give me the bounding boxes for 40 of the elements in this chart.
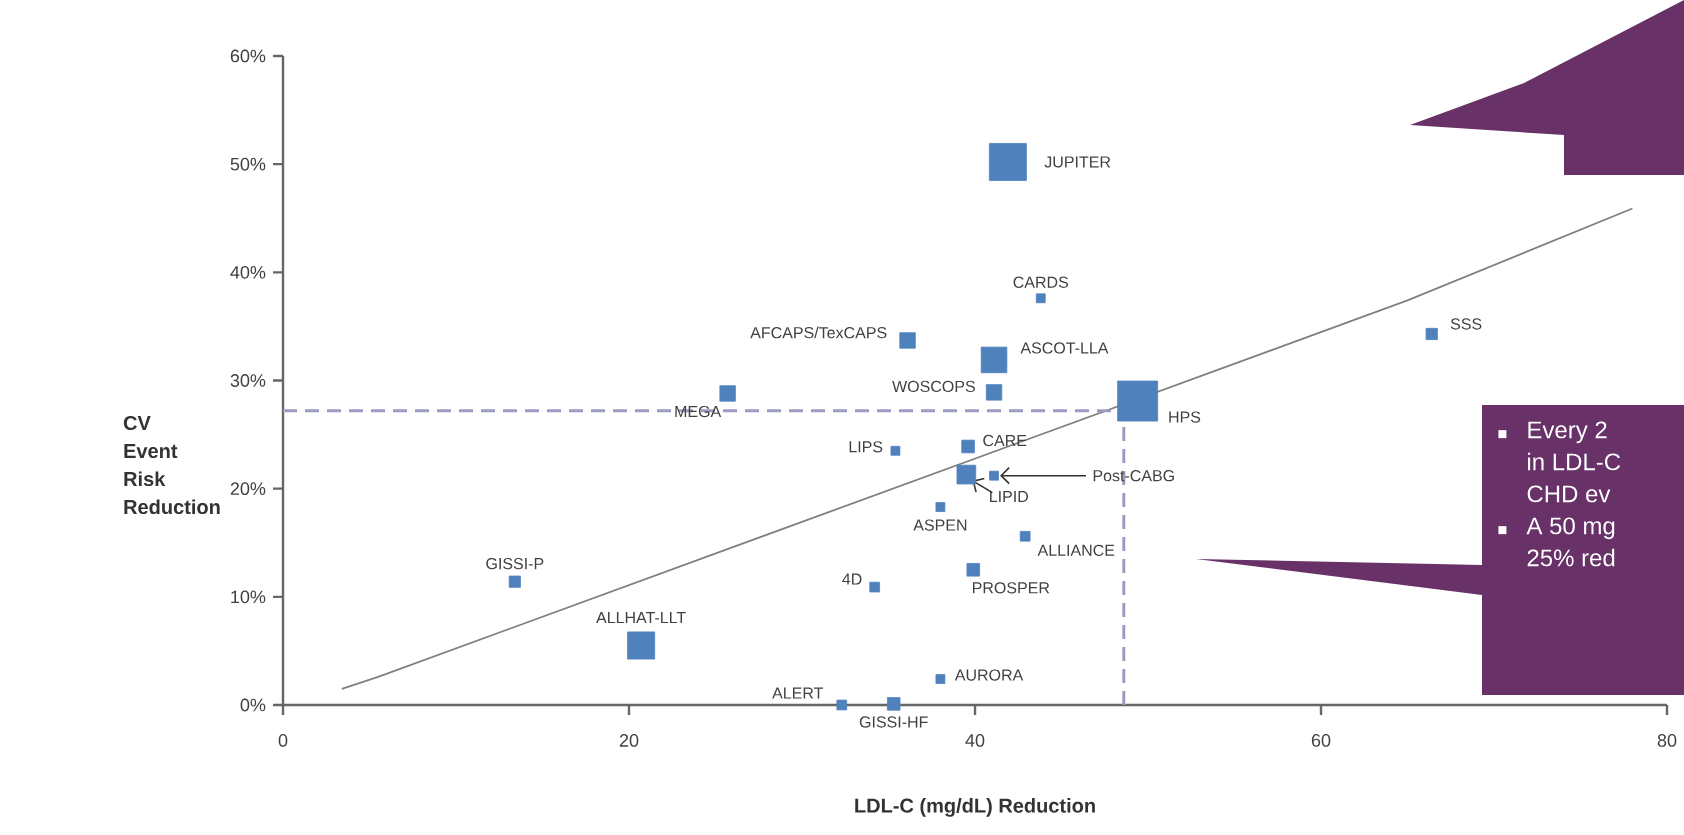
annotation: ASCOT-LLA: [1020, 342, 1109, 354]
annotation: CARDS: [1013, 276, 1069, 288]
annotation: CARE: [983, 434, 1027, 447]
annotation: Every 2: [1528, 421, 1607, 444]
y-tick-label: 10%: [231, 590, 266, 604]
annotation: MEGA: [675, 405, 722, 418]
annotation: LIPID: [990, 491, 1029, 503]
annotation: 4D: [842, 573, 862, 585]
x-axis-title: LDL-C (mg/dL) Reduction: [855, 798, 1095, 817]
annotation: ASPEN: [913, 519, 967, 531]
annotation: HPS: [1169, 411, 1201, 423]
annotation: ALLIANCE: [1037, 544, 1115, 556]
annotation: JUPITER: [1044, 156, 1111, 168]
y-axis-title: CV Event Risk Reduction: [123, 415, 220, 515]
x-tick-label: 0: [278, 734, 288, 747]
y-tick-label: 50%: [230, 157, 266, 171]
annotation: WOSCOPS: [892, 380, 975, 393]
y-tick-label: 0%: [240, 698, 266, 712]
annotation: CHD ev: [1527, 485, 1611, 503]
annotation: A 50 mg: [1526, 517, 1615, 540]
annotation: ALLHAT-LLT: [596, 612, 686, 624]
annotation: GISSI-HF: [859, 716, 928, 728]
annotation: PROSPER: [972, 582, 1050, 594]
annotation: Post-CABG: [1093, 470, 1174, 482]
annotation: LIPS: [849, 441, 883, 453]
x-tick-label: 60: [1311, 734, 1331, 747]
annotation: in LDL-C: [1528, 452, 1621, 471]
annotation: GISSI-P: [486, 557, 544, 570]
annotation: ALERT: [772, 687, 824, 699]
annotation: SSS: [1450, 318, 1482, 330]
annotation: AURORA: [954, 669, 1024, 681]
x-tick-label: 20: [619, 734, 639, 747]
x-tick-label: 80: [1657, 734, 1677, 747]
x-tick-label: 40: [965, 734, 985, 747]
y-tick-label: 40%: [230, 265, 266, 279]
annotation: AFCAPS/TexCAPS: [750, 326, 887, 339]
y-tick-label: 30%: [230, 374, 266, 387]
y-tick-label: 60%: [230, 49, 266, 63]
y-tick-label: 20%: [230, 482, 266, 496]
annotation: 25% red: [1527, 548, 1615, 567]
